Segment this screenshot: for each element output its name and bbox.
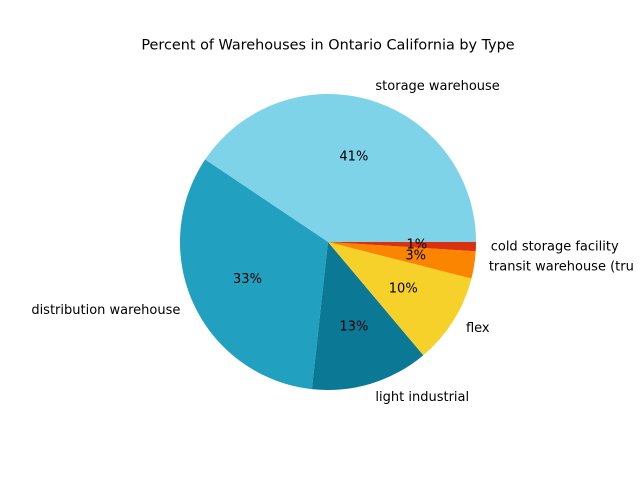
- pie-slice-storage-warehouse: [205, 93, 476, 243]
- pct-label-cold-storage-facility: 1%: [406, 237, 427, 252]
- pct-label-light-industrial: 13%: [339, 319, 368, 334]
- pct-label-distribution-warehouse: 33%: [233, 272, 262, 287]
- slice-label-light-industrial: light industrial: [375, 390, 469, 405]
- pct-label-storage-warehouse: 41%: [339, 150, 368, 165]
- pie-slice-flex: [328, 242, 472, 356]
- pie-slice-cold-storage-facility: [328, 242, 476, 252]
- slice-label-flex: flex: [466, 321, 490, 336]
- pie-slice-light-industrial: [311, 242, 424, 390]
- pct-label-transit-warehouse-tru: 3%: [405, 248, 426, 263]
- pct-label-flex: 10%: [389, 282, 418, 297]
- slice-label-cold-storage-facility: cold storage facility: [491, 240, 619, 255]
- pie-labels: storage warehouse 41% distribution warehou…: [31, 79, 634, 405]
- pie-slice-transit-warehouse-tru: [328, 242, 476, 279]
- slice-label-distribution-warehouse: distribution warehouse: [31, 303, 180, 318]
- pie-slices: [179, 93, 476, 390]
- slice-label-storage-warehouse: storage warehouse: [375, 79, 499, 94]
- slice-label-transit-warehouse-tru: transit warehouse (tru: [489, 260, 634, 275]
- pie-slice-distribution-warehouse: [179, 159, 328, 390]
- chart-title: Percent of Warehouses in Ontario Califor…: [141, 38, 514, 54]
